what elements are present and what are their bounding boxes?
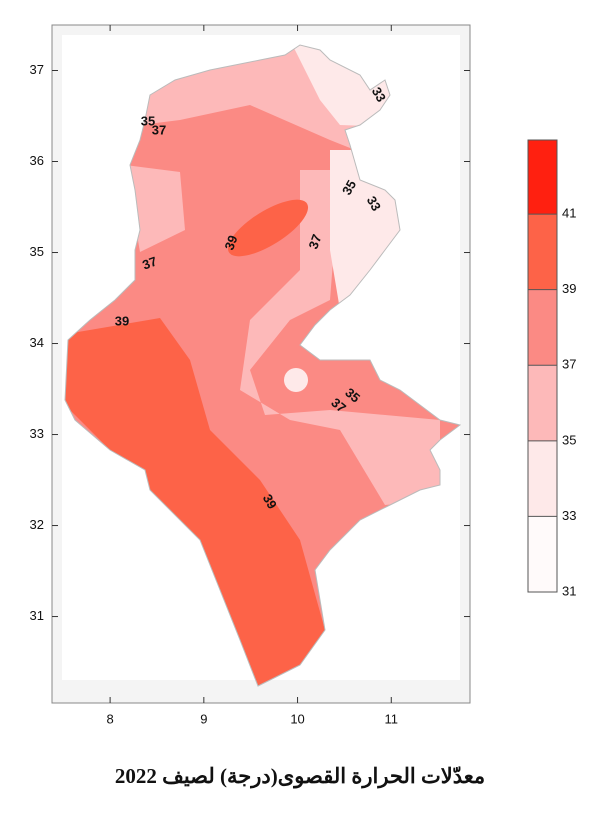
contour-label: 39: [221, 233, 240, 252]
y-tick-label: 34: [30, 335, 44, 350]
x-tick-label: 9: [200, 711, 207, 726]
zone-35-37: [240, 170, 440, 505]
plot-frame: [51, 24, 471, 704]
contour-label: 35: [141, 113, 155, 128]
contour-label: 33: [369, 84, 389, 104]
zone-39-41: [227, 199, 309, 257]
y-tick-label: 36: [30, 153, 44, 168]
y-tick-label: 37: [30, 62, 44, 77]
legend-swatch: [528, 214, 557, 290]
map-title: معدّلات الحرارة القصوى(درجة) لصيف 2022: [115, 764, 485, 789]
legend-swatch: [528, 289, 557, 366]
contour-label: 33: [364, 193, 384, 213]
x-tick-label: 8: [106, 711, 113, 726]
y-tick-label: 33: [30, 426, 44, 441]
x-tick-label: 11: [385, 711, 399, 726]
legend-label: 39: [562, 281, 576, 296]
zone-33-35: [284, 368, 308, 392]
contour-label: 37: [140, 253, 159, 272]
y-tick-label: 31: [30, 608, 44, 623]
legend-label: 33: [562, 508, 576, 523]
legend-label: 41: [562, 206, 576, 221]
legend-swatch: [528, 140, 557, 215]
contour-label: 37: [152, 122, 166, 137]
x-tick-label: 10: [290, 711, 304, 726]
legend-label: 35: [562, 432, 576, 447]
contour-label: 35: [339, 177, 359, 197]
legend-label: 37: [562, 357, 576, 372]
contour-label: 37: [305, 232, 324, 251]
y-tick-label: 35: [30, 244, 44, 259]
legend-swatch: [528, 516, 557, 592]
contour-label: 39: [260, 491, 280, 511]
contour-label: 39: [115, 313, 129, 328]
legend-swatch: [528, 365, 557, 441]
legend-swatch: [528, 440, 557, 517]
zone-39-41: [65, 318, 325, 686]
legend-label: 31: [562, 583, 576, 598]
y-tick-label: 32: [30, 517, 44, 532]
